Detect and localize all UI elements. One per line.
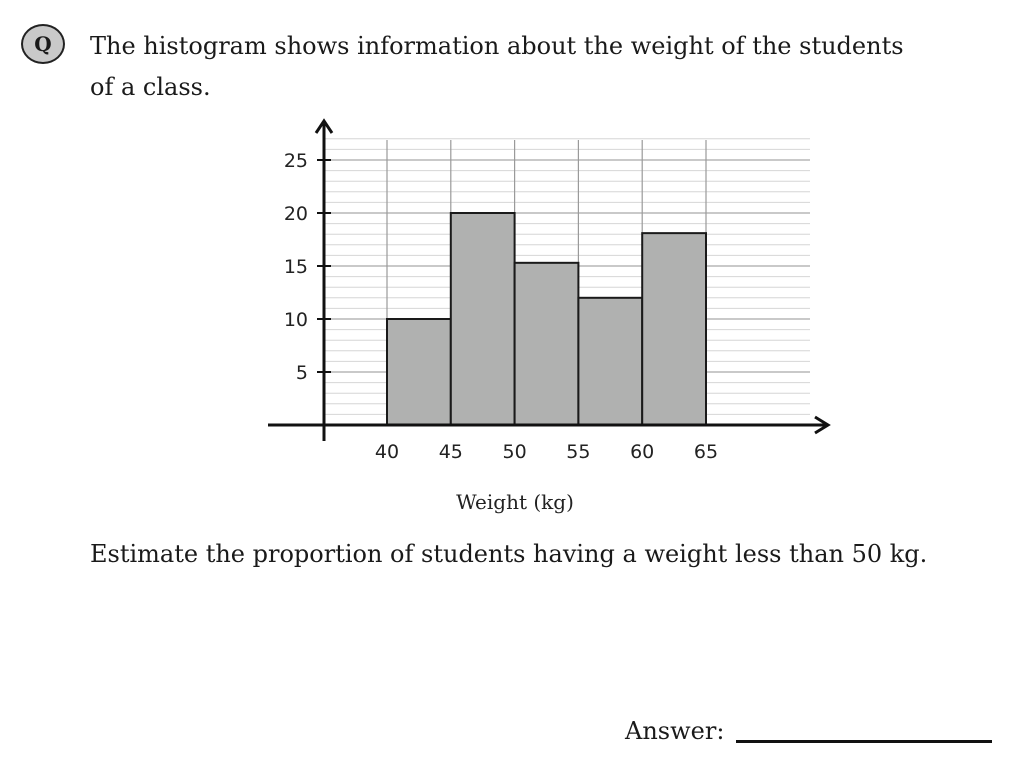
question-prompt: Estimate the proportion of students havi… xyxy=(90,540,928,568)
y-tick-label: 10 xyxy=(284,309,308,331)
y-tick-label: 5 xyxy=(296,362,308,384)
x-axis-title: Weight (kg) xyxy=(456,490,574,514)
x-axis-arrow xyxy=(814,415,831,435)
y-axis-arrow xyxy=(314,118,334,134)
question-badge: Q xyxy=(21,24,65,64)
y-tick-label: 15 xyxy=(284,256,308,278)
answer-label: Answer: xyxy=(625,717,725,745)
y-tick-label: 20 xyxy=(284,203,308,225)
histogram-bar xyxy=(513,261,580,426)
x-tick-label: 55 xyxy=(566,441,590,463)
histogram-bar xyxy=(641,232,708,426)
question-text: The histogram shows information about th… xyxy=(90,32,904,101)
answer-row: Answer: xyxy=(625,713,993,749)
x-tick-label: 65 xyxy=(694,441,718,463)
question-badge-label: Q xyxy=(34,32,52,56)
x-tick-label: 40 xyxy=(375,441,399,463)
histogram-bar xyxy=(449,212,516,426)
histogram-bar xyxy=(577,296,644,426)
histogram-chart: 5 10 15 20 25 40 45 50 55 60 65 Weight (kg) xyxy=(268,118,831,514)
y-tick-label: 25 xyxy=(284,150,308,172)
x-tick-label: 60 xyxy=(630,441,654,463)
x-tick-label: 50 xyxy=(503,441,527,463)
histogram-bar xyxy=(386,318,452,426)
answer-input-line[interactable] xyxy=(736,740,993,743)
x-tick-label: 45 xyxy=(439,441,463,463)
